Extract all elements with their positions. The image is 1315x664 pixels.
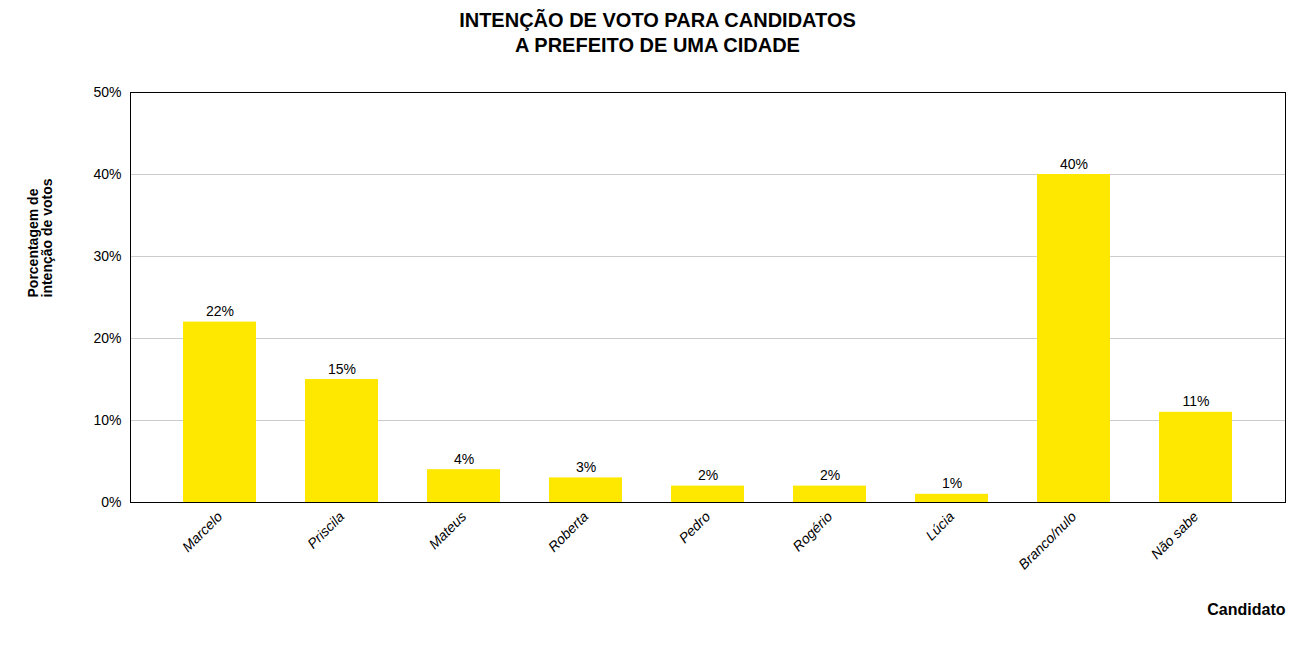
svg-text:Porcentagem deintenção de voto: Porcentagem deintenção de votos [25,178,55,297]
svg-text:40%: 40% [1060,156,1088,172]
svg-text:20%: 20% [93,330,121,346]
svg-text:Priscila: Priscila [304,508,347,551]
svg-text:Branco/nulo: Branco/nulo [1015,508,1079,572]
svg-text:10%: 10% [93,412,121,428]
svg-text:15%: 15% [328,361,356,377]
svg-text:11%: 11% [1183,393,1210,409]
svg-text:Não sabe: Não sabe [1148,508,1202,562]
svg-text:22%: 22% [206,303,234,319]
svg-text:50%: 50% [93,84,121,100]
svg-text:3%: 3% [576,459,596,475]
svg-text:Candidato: Candidato [1207,601,1285,618]
svg-text:Marcelo: Marcelo [179,508,226,555]
svg-text:Roberta: Roberta [545,508,592,555]
html-text:INTENÇÃO DE VOTO PARA CANDIDAT: INTENÇÃO DE VOTO PARA CANDIDATOS A PREFE… [459,9,856,56]
svg-text:2%: 2% [820,467,840,483]
svg-text:2%: 2% [698,467,718,483]
svg-text:1%: 1% [942,475,962,491]
svg-text:40%: 40% [93,166,121,182]
svg-text:4%: 4% [454,451,474,467]
svg-text:0%: 0% [101,494,121,510]
svg-text:Rogério: Rogério [789,508,835,554]
svg-text:Mateus: Mateus [426,508,470,552]
svg-text:Lúcia: Lúcia [922,508,957,543]
svg-text:Pedro: Pedro [676,508,714,546]
svg-text:30%: 30% [93,248,121,264]
